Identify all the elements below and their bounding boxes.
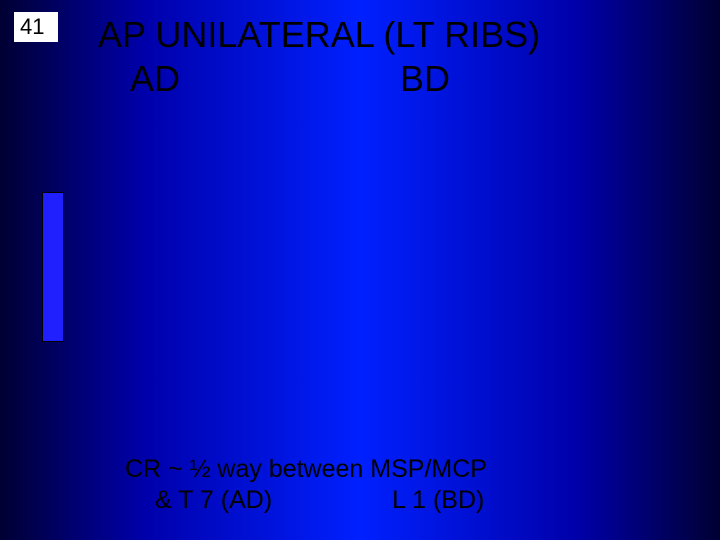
slide: 41 AP UNILATERAL (LT RIBS) AD BD CR ~ ½ …	[0, 0, 720, 540]
bottom-line2-bd: L 1 (BD)	[392, 486, 484, 514]
bottom-line1: CR ~ ½ way between MSP/MCP	[125, 455, 487, 484]
bottom-line2-ad: & T 7 (AD)	[155, 486, 272, 514]
title-line2-right: BD	[400, 58, 450, 100]
title-line1: AP UNILATERAL (LT RIBS)	[98, 14, 540, 56]
title-line2-left: AD	[130, 58, 180, 100]
page-number: 41	[14, 12, 58, 42]
bottom-line2: & T 7 (AD) L 1 (BD)	[155, 486, 484, 515]
vertical-bar	[42, 192, 64, 342]
